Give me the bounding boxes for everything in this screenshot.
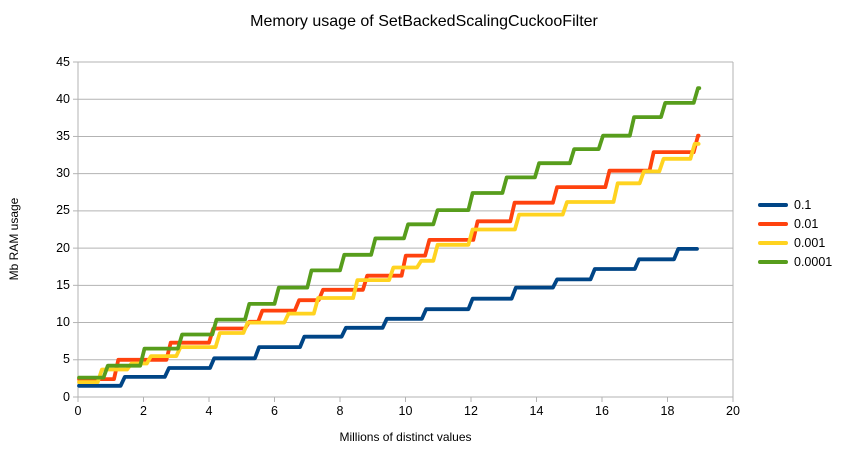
x-tick-label-4: 4: [205, 404, 213, 418]
legend-item: 0.0001: [758, 252, 832, 271]
legend-line-swatch-icon: [758, 202, 788, 207]
legend-label: 0.01: [794, 216, 819, 231]
y-tick-label-40: 40: [56, 91, 70, 106]
legend-label: 0.001: [794, 235, 826, 250]
legend-item: 0.001: [758, 233, 832, 252]
series-line-0.01: [77, 133, 701, 382]
y-axis-title: Mb RAM usage: [7, 197, 21, 281]
y-tick-label-10: 10: [56, 315, 70, 330]
x-tick-label-18: 18: [660, 404, 675, 418]
chart-title: Memory usage of SetBackedScalingCuckooFi…: [250, 13, 598, 30]
x-axis-title: Millions of distinct values: [339, 430, 472, 444]
x-tick-label-10: 10: [398, 404, 413, 418]
y-tick-label-0: 0: [63, 389, 70, 404]
legend-line-swatch-icon: [758, 259, 788, 264]
y-tick-label-45: 45: [56, 54, 70, 69]
legend-item: 0.1: [758, 195, 832, 214]
x-tick-label-12: 12: [464, 404, 478, 418]
y-tick-label-15: 15: [56, 277, 70, 292]
y-tick-label-35: 35: [56, 128, 70, 143]
x-tick-label-16: 16: [595, 404, 609, 418]
series-line-0.001: [77, 141, 701, 385]
x-tick-label-6: 6: [271, 404, 278, 418]
legend-item: 0.01: [758, 214, 832, 233]
y-tick-label-25: 25: [56, 203, 70, 218]
x-tick-label-0: 0: [74, 404, 82, 418]
legend-label: 0.0001: [794, 254, 833, 269]
legend-line-swatch-icon: [758, 240, 788, 245]
x-tick-label-2: 2: [140, 404, 147, 418]
y-tick-label-20: 20: [56, 240, 70, 255]
y-tick-label-30: 30: [56, 166, 70, 181]
x-tick-label-14: 14: [529, 404, 544, 418]
legend-label: 0.1: [794, 197, 812, 212]
x-tick-label-20: 20: [726, 404, 740, 418]
legend: 0.1 0.01 0.001 0.0001: [758, 195, 832, 271]
legend-line-swatch-icon: [758, 221, 788, 226]
x-tick-label-8: 8: [336, 404, 344, 418]
y-tick-label-5: 5: [63, 352, 70, 367]
series-line-0.1: [77, 246, 699, 388]
series-line-0.0001: [77, 86, 702, 380]
